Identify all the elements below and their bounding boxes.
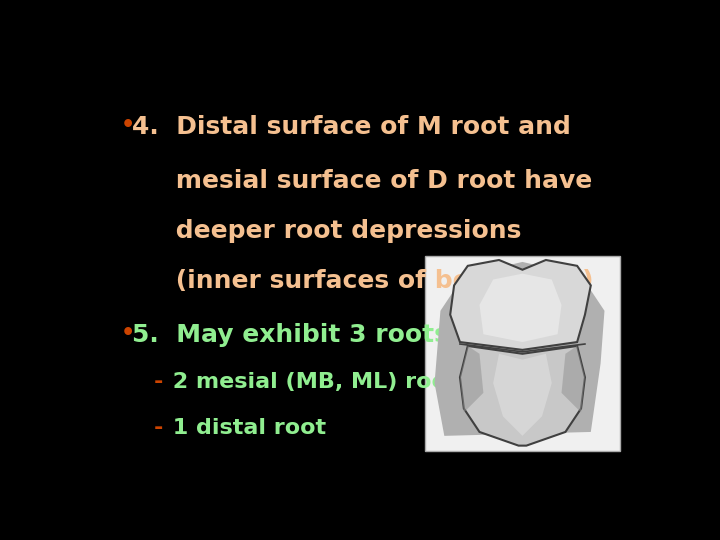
Polygon shape xyxy=(460,346,483,413)
Text: 2 mesial (MB, ML) roots: 2 mesial (MB, ML) roots xyxy=(166,373,471,393)
Polygon shape xyxy=(562,346,585,413)
Text: 1 distal root: 1 distal root xyxy=(166,418,326,438)
Text: •: • xyxy=(121,322,135,342)
Polygon shape xyxy=(480,274,562,342)
Text: 4.  Distal surface of M root and: 4. Distal surface of M root and xyxy=(132,114,571,139)
Polygon shape xyxy=(450,260,591,350)
Text: -: - xyxy=(154,373,163,393)
Text: (inner surfaces of both roots): (inner surfaces of both roots) xyxy=(132,268,593,293)
Polygon shape xyxy=(460,346,585,445)
Text: -: - xyxy=(154,418,163,438)
Text: 5.  May exhibit 3 roots:: 5. May exhibit 3 roots: xyxy=(132,322,459,347)
Polygon shape xyxy=(493,354,552,436)
Bar xyxy=(425,256,620,451)
Text: deeper root depressions: deeper root depressions xyxy=(132,219,521,242)
Text: •: • xyxy=(121,114,135,134)
Text: mesial surface of D root have: mesial surface of D root have xyxy=(132,168,592,193)
Polygon shape xyxy=(435,262,605,436)
